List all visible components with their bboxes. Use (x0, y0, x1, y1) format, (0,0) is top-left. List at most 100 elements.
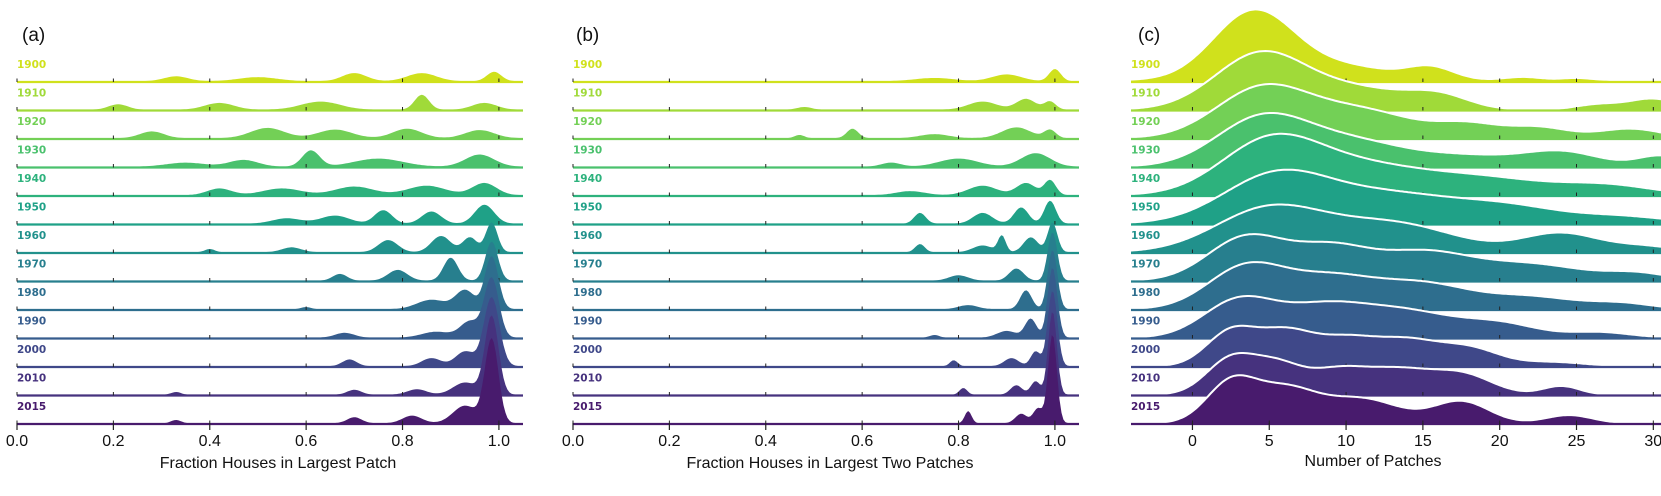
ridge-2000 (17, 297, 523, 367)
year-label-2015: 2015 (573, 401, 602, 413)
year-label-1980: 1980 (1131, 287, 1160, 299)
year-label-1930: 1930 (1131, 145, 1160, 157)
x-tick-label: 15 (1414, 433, 1432, 450)
ridge-2015 (1131, 375, 1661, 424)
ridge-outline-2015 (1131, 374, 1661, 425)
year-label-1960: 1960 (17, 230, 46, 242)
year-label-1910: 1910 (1131, 88, 1160, 100)
year-label-1970: 1970 (17, 259, 46, 271)
year-label-2015: 2015 (17, 401, 46, 413)
ridge-outline-1960 (1130, 203, 1661, 252)
year-label-1990: 1990 (17, 316, 46, 328)
ridge-outline-1950 (1130, 168, 1661, 224)
year-label-2000: 2000 (573, 344, 602, 356)
panel-c-letter: (c) (1138, 25, 1160, 46)
panel-a: 1900 1910 1920 1930 1940 1950 1960 1970 1980 1990… (6, 25, 523, 472)
x-tick-label: 0.6 (295, 433, 317, 450)
x-tick-label: 20 (1491, 433, 1509, 450)
ridge-1910 (17, 94, 523, 111)
panel-b-letter: (b) (576, 25, 599, 46)
year-label-1900: 1900 (1131, 59, 1160, 71)
panel-a-xlabel: Fraction Houses in Largest Patch (160, 455, 397, 472)
year-label-1930: 1930 (17, 145, 46, 157)
x-tick-label: 1.0 (488, 433, 510, 450)
x-tick-label: 0.8 (391, 433, 413, 450)
year-label-1900: 1900 (573, 59, 602, 71)
year-label-2010: 2010 (1131, 373, 1160, 385)
ridge-1900 (1131, 10, 1661, 82)
panel-c-xlabel: Number of Patches (1305, 453, 1442, 470)
ridge-1930 (573, 153, 1079, 168)
year-label-1910: 1910 (17, 88, 46, 100)
ridge-1940 (573, 179, 1079, 196)
year-label-1930: 1930 (573, 145, 602, 157)
year-label-2010: 2010 (17, 373, 46, 385)
year-label-1980: 1980 (17, 287, 46, 299)
x-tick-label: 10 (1337, 433, 1355, 450)
ridge-1990 (573, 268, 1079, 339)
panel-a-letter: (a) (22, 25, 45, 46)
ridge-1930 (17, 150, 523, 168)
year-label-1940: 1940 (1131, 173, 1160, 185)
ridge-outline-1910 (1130, 49, 1661, 111)
year-label-1940: 1940 (17, 173, 46, 185)
panel-b: 1900 1910 1920 1930 1940 1950 1960 1970 1980 1990… (562, 25, 1079, 472)
x-tick-label: 0.6 (851, 433, 873, 450)
ridge-1920 (17, 127, 523, 139)
year-label-1920: 1920 (573, 116, 602, 128)
ridge-1900 (17, 71, 523, 82)
year-label-2000: 2000 (17, 344, 46, 356)
year-label-1960: 1960 (573, 230, 602, 242)
x-tick-label: 0.0 (6, 433, 28, 450)
ridge-1950 (17, 204, 523, 225)
year-label-1950: 1950 (17, 202, 46, 214)
x-tick-label: 0.2 (658, 433, 680, 450)
year-label-2015: 2015 (1131, 401, 1160, 413)
x-tick-label: 5 (1265, 433, 1274, 450)
ridge-outline-1940 (1130, 132, 1661, 196)
ridge-1920 (573, 127, 1079, 139)
year-label-1960: 1960 (1131, 230, 1160, 242)
ridge-1970 (17, 241, 523, 282)
ridge-1950 (573, 200, 1079, 225)
ridge-outline-1920 (1130, 83, 1661, 139)
year-label-1970: 1970 (573, 259, 602, 271)
x-tick-label: 0.4 (199, 433, 221, 450)
ridge-1960 (17, 222, 523, 253)
year-label-1940: 1940 (573, 173, 602, 185)
ridge-outline-2000 (1131, 324, 1661, 368)
ridge-2000 (573, 291, 1079, 367)
ridge-1900 (573, 69, 1079, 82)
year-label-1920: 1920 (17, 116, 46, 128)
year-label-1910: 1910 (573, 88, 602, 100)
year-label-1950: 1950 (1131, 202, 1160, 214)
x-tick-label: 0.0 (562, 433, 584, 450)
ridge-2015 (17, 338, 523, 424)
year-label-1990: 1990 (1131, 316, 1160, 328)
ridge-1940 (17, 182, 523, 196)
x-tick-label: 25 (1568, 433, 1586, 450)
year-label-2010: 2010 (573, 373, 602, 385)
ridge-1980 (17, 256, 523, 310)
panel-c: 1900 1910 1920 1930 1940 1950 1960 1970 1980 1990… (1130, 10, 1661, 470)
ridge-1990 (17, 277, 523, 339)
ridge-outline-2010 (1131, 352, 1661, 396)
ridge-1910 (573, 98, 1079, 111)
panel-b-xlabel: Fraction Houses in Largest Two Patches (687, 455, 974, 472)
year-label-1970: 1970 (1131, 259, 1160, 271)
year-label-1900: 1900 (17, 59, 46, 71)
x-tick-label: 0.4 (755, 433, 777, 450)
year-label-1980: 1980 (573, 287, 602, 299)
ridge-1960 (573, 222, 1079, 253)
year-label-1920: 1920 (1131, 116, 1160, 128)
ridge-outline-1930 (1130, 112, 1661, 167)
ridge-1980 (573, 250, 1079, 310)
x-tick-label: 0.2 (102, 433, 124, 450)
x-tick-label: 0.8 (947, 433, 969, 450)
ridge-outline-1970 (1130, 233, 1661, 282)
ridge-2010 (573, 312, 1079, 396)
ridge-2010 (17, 315, 523, 396)
ridge-2015 (573, 335, 1079, 424)
ridge-outline-1990 (1131, 295, 1661, 339)
